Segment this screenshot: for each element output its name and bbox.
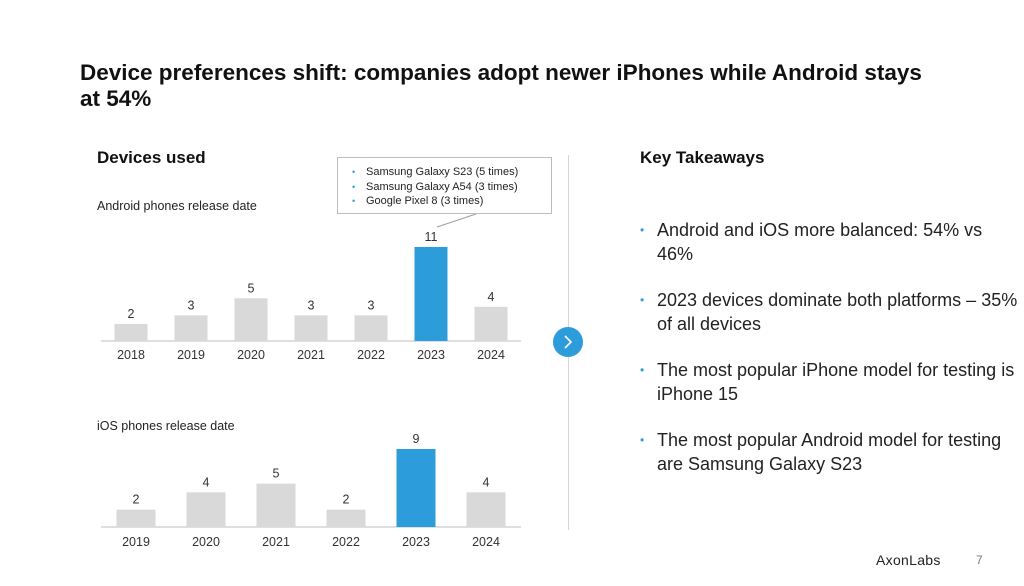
bar-2018 [114, 323, 148, 341]
tick-label-2019: 2019 [177, 348, 205, 362]
chevron-right-icon [564, 335, 573, 349]
value-label-2024: 4 [483, 475, 490, 489]
value-label-2019: 3 [188, 298, 195, 312]
bar-2021 [256, 483, 296, 527]
ios-release-chart: 2 2019 4 2020 5 2021 2 2022 9 2023 4 2024 [101, 432, 521, 549]
takeaway-item: • The most popular iPhone model for testi… [640, 360, 1015, 404]
value-label-2023: 9 [413, 432, 420, 446]
value-label-2020: 5 [248, 281, 255, 295]
tick-label-2023: 2023 [402, 535, 430, 549]
bar-2023 [414, 247, 448, 341]
tick-label-2021: 2021 [297, 348, 325, 362]
tick-label-2018: 2018 [117, 348, 145, 362]
value-label-2024: 4 [488, 290, 495, 304]
bar-2021 [294, 315, 328, 341]
value-label-2023: 11 [425, 230, 438, 244]
bullet-icon: • [640, 293, 645, 307]
next-arrow-button[interactable] [553, 327, 583, 357]
tick-label-2024: 2024 [477, 348, 505, 362]
value-label-2020: 4 [203, 475, 210, 489]
android-release-chart: 2 2018 3 2019 5 2020 3 2021 3 2022 11 2023 4 2024 [101, 213, 521, 362]
callout-item: Samsung Galaxy A54 (3 times) [352, 180, 551, 195]
devices-heading: Devices used [97, 148, 206, 167]
tick-label-2024: 2024 [472, 535, 500, 549]
bar-2022 [326, 509, 366, 527]
tick-label-2023: 2023 [417, 348, 445, 362]
tick-label-2022: 2022 [332, 535, 360, 549]
bar-2019 [116, 509, 156, 527]
value-label-2021: 3 [308, 298, 315, 312]
value-label-2022: 2 [343, 493, 350, 507]
bullet-icon: • [640, 363, 645, 377]
ios-chart-title: iOS phones release date [97, 419, 235, 433]
bar-2020 [234, 298, 268, 341]
bar-2022 [354, 315, 388, 341]
value-label-2019: 2 [133, 493, 140, 507]
bar-2019 [174, 315, 208, 341]
value-label-2018: 2 [128, 307, 135, 321]
takeaway-item: • Android and iOS more balanced: 54% vs 4… [640, 220, 983, 264]
takeaway-item: • 2023 devices dominate both platforms – … [640, 290, 1018, 334]
callout-item: Google Pixel 8 (3 times) [352, 194, 551, 209]
tick-label-2021: 2021 [262, 535, 290, 549]
callout-connector-line [436, 213, 477, 228]
bullet-icon: • [640, 223, 645, 237]
bullet-icon: • [640, 433, 645, 447]
bar-2024 [474, 306, 508, 341]
tick-label-2020: 2020 [237, 348, 265, 362]
slide-title: Device preferences shift: companies adop… [80, 60, 922, 111]
takeaways-heading: Key Takeaways [640, 148, 765, 167]
takeaway-item: • The most popular Android model for test… [640, 430, 1002, 474]
bar-2023 [396, 449, 436, 527]
callout-item: Samsung Galaxy S23 (5 times) [352, 165, 551, 180]
value-label-2022: 3 [368, 298, 375, 312]
bar-2020 [186, 492, 226, 527]
brand-logo: AxonLabs [876, 552, 941, 568]
tick-label-2019: 2019 [122, 535, 150, 549]
value-label-2021: 5 [273, 467, 280, 481]
tick-label-2020: 2020 [192, 535, 220, 549]
takeaways-list: • Android and iOS more balanced: 54% vs 4… [640, 218, 1020, 498]
bar-2024 [466, 492, 506, 527]
tick-label-2022: 2022 [357, 348, 385, 362]
android-top-models-callout: Samsung Galaxy S23 (5 times) Samsung Gal… [337, 157, 552, 214]
page-number: 7 [976, 553, 983, 567]
android-chart-title: Android phones release date [97, 199, 257, 213]
